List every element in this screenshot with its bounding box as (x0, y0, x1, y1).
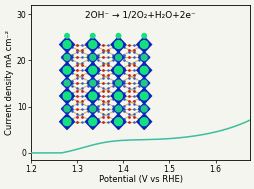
Y-axis label: Current density mA cm⁻²: Current density mA cm⁻² (5, 30, 14, 135)
X-axis label: Potential (V vs RHE): Potential (V vs RHE) (98, 175, 182, 184)
Text: 2OH⁻ → 1/2O₂+H₂O+2e⁻: 2OH⁻ → 1/2O₂+H₂O+2e⁻ (85, 10, 195, 19)
